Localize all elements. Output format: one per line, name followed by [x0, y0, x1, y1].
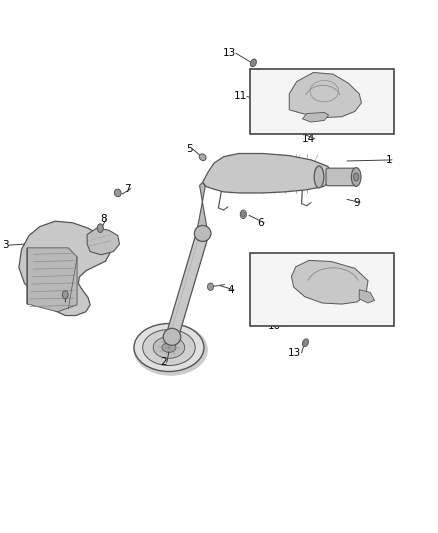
Ellipse shape — [134, 324, 204, 372]
Ellipse shape — [97, 224, 103, 232]
Text: 13: 13 — [223, 49, 236, 58]
Ellipse shape — [302, 339, 308, 346]
Text: 14: 14 — [301, 134, 314, 143]
Ellipse shape — [153, 337, 185, 358]
Text: 2: 2 — [160, 358, 167, 367]
Text: 10: 10 — [268, 321, 281, 331]
Ellipse shape — [194, 225, 211, 241]
Polygon shape — [87, 228, 120, 255]
Ellipse shape — [242, 212, 245, 217]
Bar — [250, 69, 394, 134]
Polygon shape — [166, 231, 208, 340]
Ellipse shape — [114, 189, 121, 197]
Polygon shape — [197, 182, 208, 236]
Text: 11: 11 — [233, 92, 247, 101]
Text: 7: 7 — [124, 184, 131, 193]
Text: 8: 8 — [100, 214, 106, 223]
Polygon shape — [19, 221, 110, 316]
Ellipse shape — [314, 166, 324, 188]
Text: 5: 5 — [187, 144, 193, 154]
Text: 6: 6 — [258, 218, 264, 228]
Ellipse shape — [277, 312, 282, 319]
Polygon shape — [291, 260, 368, 304]
Polygon shape — [27, 248, 77, 312]
Text: 13: 13 — [288, 348, 301, 358]
FancyBboxPatch shape — [326, 168, 358, 185]
Polygon shape — [359, 290, 374, 303]
Ellipse shape — [351, 167, 361, 187]
Circle shape — [208, 283, 214, 290]
Ellipse shape — [240, 210, 247, 219]
Text: 12: 12 — [293, 293, 307, 302]
Text: 3: 3 — [2, 240, 8, 250]
Polygon shape — [203, 154, 333, 193]
Text: 4: 4 — [227, 285, 234, 295]
Ellipse shape — [162, 343, 176, 352]
Ellipse shape — [251, 59, 256, 67]
Polygon shape — [289, 72, 361, 118]
Ellipse shape — [199, 154, 206, 160]
Ellipse shape — [134, 324, 208, 376]
Ellipse shape — [163, 328, 181, 345]
Bar — [250, 253, 394, 326]
Polygon shape — [302, 112, 328, 122]
Ellipse shape — [143, 329, 195, 366]
Text: 1: 1 — [385, 155, 392, 165]
Text: 9: 9 — [353, 198, 360, 207]
Ellipse shape — [353, 173, 359, 181]
Ellipse shape — [63, 290, 68, 298]
Text: 8: 8 — [59, 297, 65, 307]
